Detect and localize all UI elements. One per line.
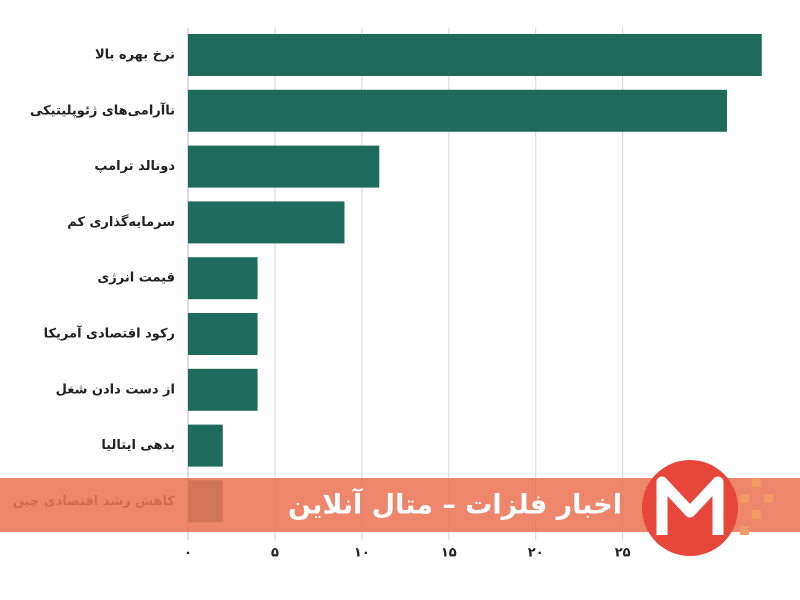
bar xyxy=(188,257,258,300)
y-tick-label: رکود اقتصادی آمریکا xyxy=(44,325,175,342)
logo-dot xyxy=(752,478,761,487)
y-tick-label: ناآرامی‌های ژئوپلیتیکی xyxy=(30,101,175,118)
y-tick-label: نرخ بهره بالا xyxy=(95,48,175,63)
x-tick-label: ۲۵ xyxy=(615,546,631,561)
bar xyxy=(188,313,258,355)
x-tick-label: ۱۰ xyxy=(354,546,370,561)
bar xyxy=(188,424,223,467)
y-tick-label: سرمایه‌گذاری کم xyxy=(67,214,175,230)
x-tick-label: ۵ xyxy=(271,546,279,561)
logo-dot xyxy=(752,510,761,519)
y-tick-label: از دست دادن شغل xyxy=(56,382,175,397)
x-tick-label: ۱۵ xyxy=(441,546,457,561)
bar xyxy=(188,201,345,244)
banner-text: اخبار فلزات – متال آنلاین xyxy=(288,488,622,521)
x-tick-label: ۰ xyxy=(184,546,192,561)
bar xyxy=(188,145,380,188)
x-tick-label: ۲۰ xyxy=(528,546,544,561)
logo-dot xyxy=(764,494,773,503)
bar xyxy=(188,89,727,132)
bar xyxy=(188,34,762,76)
y-tick-label: بدهی ایتالیا xyxy=(101,438,175,453)
logo-letter xyxy=(656,476,724,535)
plot-area: ۰ ۵ ۱۰ ۱۵ ۲۰ ۲۵ نرخ بهره بالا ناآرامی‌های ژئوپل… xyxy=(13,28,762,561)
logo-dot xyxy=(740,494,749,503)
y-tick-label: قیمت انرژی xyxy=(97,271,175,286)
bar xyxy=(188,368,258,411)
y-tick-label: دونالد ترامپ xyxy=(94,159,175,174)
logo xyxy=(642,460,773,556)
logo-dot xyxy=(740,526,749,535)
